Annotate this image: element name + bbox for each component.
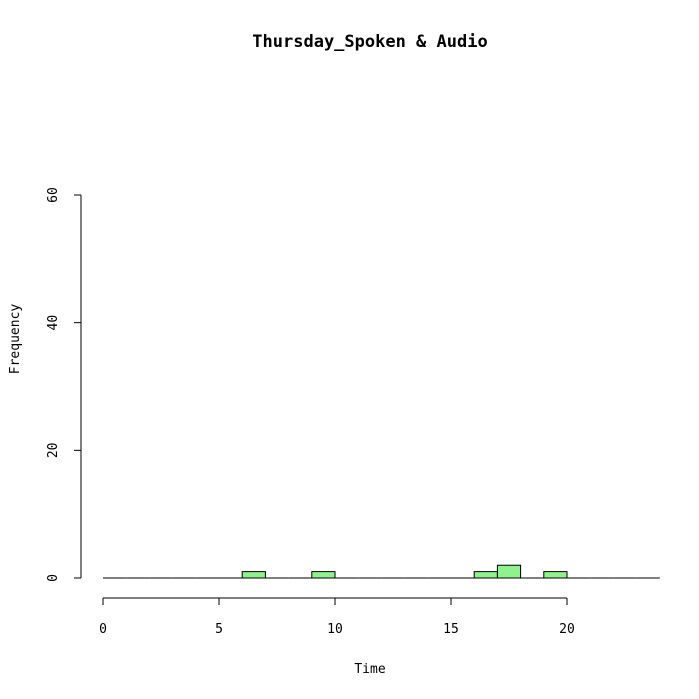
y-tick-label: 20 [46, 443, 61, 459]
histogram-bar [241, 571, 266, 579]
y-tick-label: 60 [46, 187, 61, 203]
bars-group [103, 564, 660, 579]
x-tick-label: 5 [215, 622, 223, 637]
x-axis: 0 5 10 15 20 [99, 597, 575, 637]
histogram-bar [473, 571, 498, 579]
x-tick-label: 15 [443, 622, 459, 637]
y-tick-label: 0 [46, 574, 61, 582]
y-axis-label: Frequency [8, 304, 23, 375]
x-tick-label: 20 [559, 622, 575, 637]
y-tick-label: 40 [46, 315, 61, 331]
histogram-bar [543, 571, 568, 579]
histogram-bar [311, 571, 336, 579]
x-tick-label: 10 [327, 622, 343, 637]
x-tick-label: 0 [99, 622, 107, 637]
chart-title: Thursday_Spoken & Audio [252, 32, 487, 52]
x-axis-label: Time [354, 662, 385, 677]
histogram-bar [496, 564, 522, 579]
y-axis: 0 20 40 60 [46, 187, 82, 582]
